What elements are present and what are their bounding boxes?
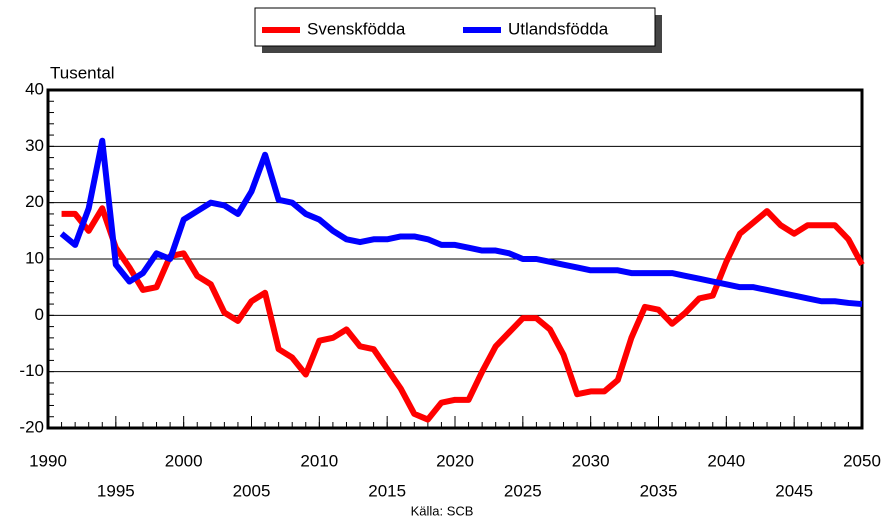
y-tick-label: 10 (25, 248, 44, 267)
x-tick-label: 1995 (97, 481, 135, 500)
y-tick-label: -10 (19, 361, 44, 380)
x-tick-label: 2020 (436, 451, 474, 470)
series-line (61, 205, 865, 423)
x-tick-label: 2010 (300, 451, 338, 470)
x-tick-label: 2000 (165, 451, 203, 470)
x-tick-label: 2030 (572, 451, 610, 470)
x-tick-label: 2015 (368, 481, 406, 500)
legend-label: Svenskfödda (307, 19, 406, 38)
y-tick-label: 40 (25, 79, 44, 98)
legend-label: Utlandsfödda (508, 19, 609, 38)
x-tick-label: 2050 (843, 451, 881, 470)
x-tick-label: 2045 (775, 481, 813, 500)
series-line (59, 137, 863, 308)
x-tick-label: 2025 (504, 481, 542, 500)
y-tick-label: 30 (25, 136, 44, 155)
source: Källa: SCB (411, 503, 474, 518)
x-tick-label: 2005 (233, 481, 271, 500)
x-tick-label: 2040 (707, 451, 745, 470)
y-tick-label: -20 (19, 417, 44, 436)
y-axis-label: Tusental (50, 63, 115, 82)
y-tick-label: 20 (25, 192, 44, 211)
x-tick-label: 1990 (29, 451, 67, 470)
y-tick-label: 0 (35, 305, 44, 324)
legend (254, 7, 656, 47)
x-tick-label: 2035 (640, 481, 678, 500)
